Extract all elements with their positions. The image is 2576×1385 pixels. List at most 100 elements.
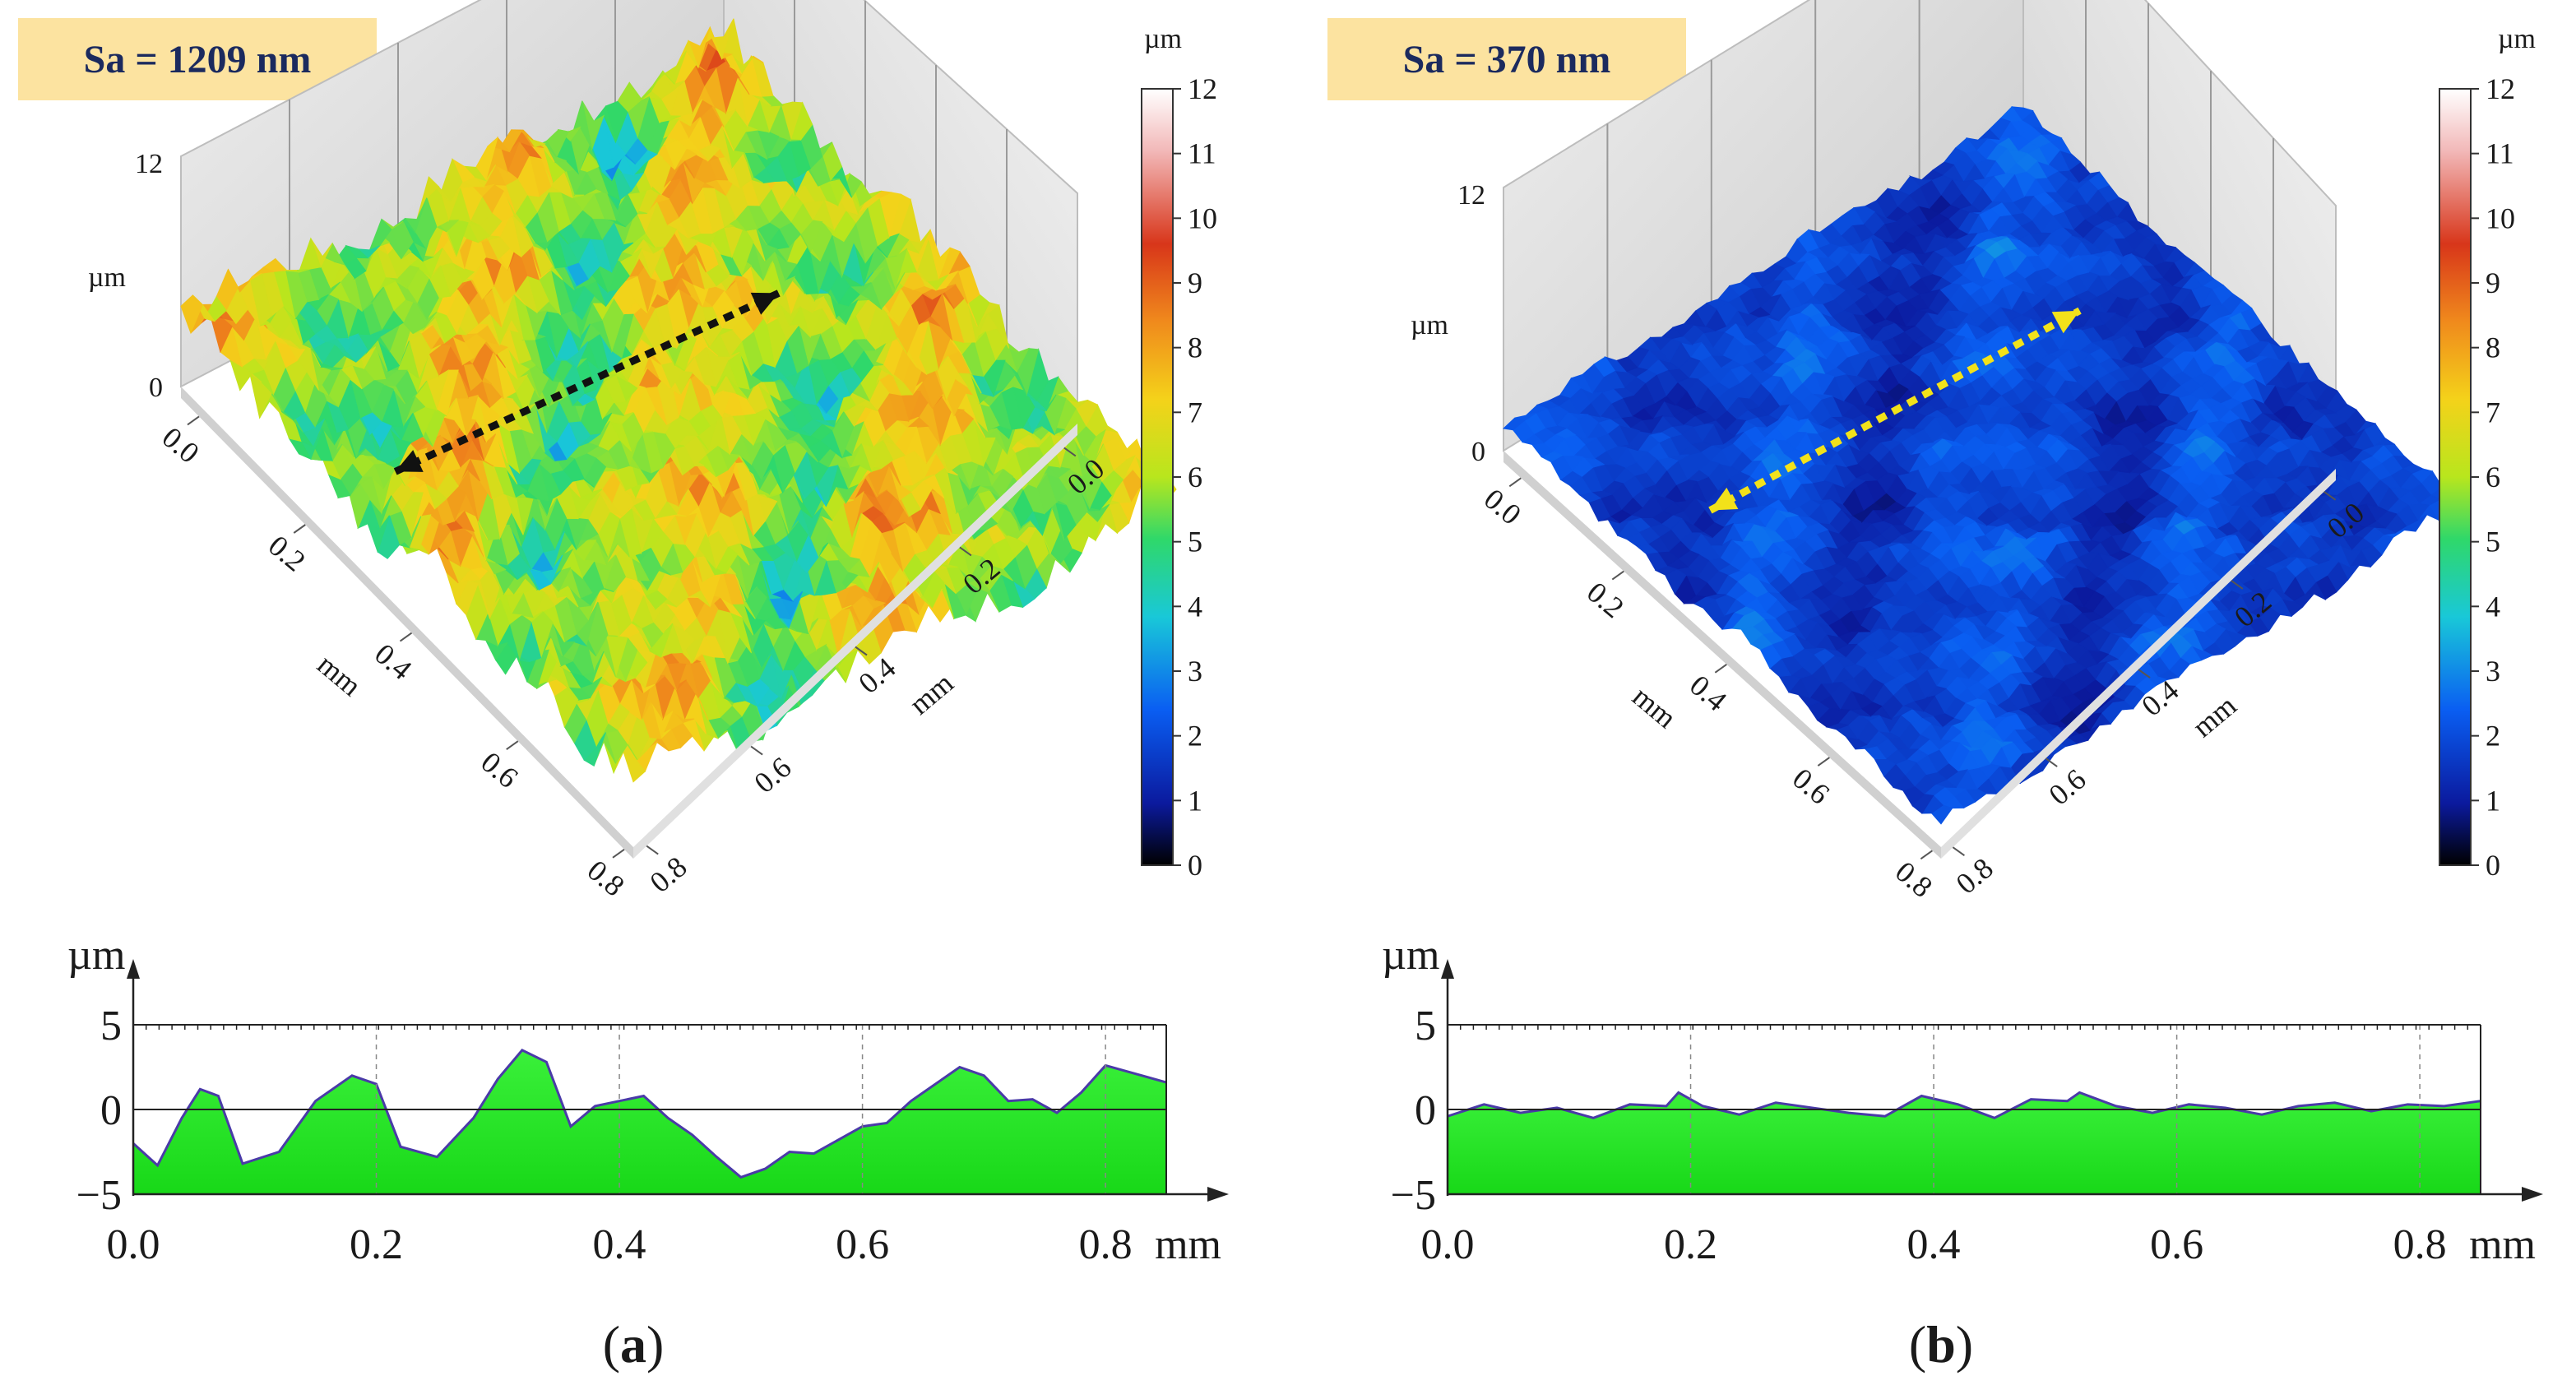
- left-axis-tick-label: 0.6: [1786, 762, 1836, 811]
- profile-y-tick-label: 5: [100, 1003, 122, 1049]
- right-axis-label: mm: [2186, 688, 2243, 743]
- z-axis-tick-12: 12: [1457, 180, 1485, 211]
- colorbar-tick-label: 4: [2486, 590, 2500, 623]
- colorbar-tick-label: 8: [2486, 331, 2500, 364]
- colorbar-tick-label: 6: [1188, 461, 1202, 493]
- left-axis-tick-label: 0.2: [262, 529, 312, 578]
- colorbar-tick-label: 0: [2486, 849, 2500, 882]
- profile-y-axis-label: µm: [67, 932, 125, 979]
- right-axis-tick: [646, 845, 659, 855]
- profile-x-axis-unit: mm: [2469, 1221, 2536, 1268]
- left-axis-tick: [1508, 477, 1522, 488]
- left-axis-tick: [1611, 570, 1624, 581]
- profile-x-tick-label: 0.2: [1664, 1221, 1717, 1268]
- colorbar-tick-label: 2: [2486, 720, 2500, 753]
- colorbar-tick-label: 7: [1188, 396, 1202, 428]
- z-axis-tick-12: 12: [135, 149, 163, 179]
- colorbar-tick-label: 7: [2486, 396, 2500, 428]
- colorbar-tick-label: 11: [2486, 137, 2514, 170]
- colorbar-tick-label: 1: [1188, 784, 1202, 817]
- right-axis-tick-label: 0.6: [2042, 762, 2092, 812]
- profile-x-tick-label: 0.4: [1907, 1221, 1961, 1268]
- profile-x-tick-label: 0.2: [350, 1221, 403, 1268]
- z-axis-tick-0: 0: [1471, 437, 1485, 467]
- colorbar-tick-label: 10: [1188, 201, 1217, 234]
- colorbar-tick-label: 3: [1188, 655, 1202, 688]
- left-axis-tick: [187, 415, 200, 426]
- profile-x-tick-label: 0.6: [836, 1221, 889, 1268]
- left-axis-tick: [1714, 664, 1727, 674]
- sa-badge-a-text: Sa = 1209 nm: [84, 38, 312, 81]
- y-axis-arrowhead: [1441, 959, 1454, 979]
- right-axis-tick-label: 0.8: [1950, 851, 1999, 901]
- z-axis-label: µm: [88, 262, 126, 293]
- colorbar-tick-label: 9: [2486, 266, 2500, 299]
- colorbar-a-bar: [1141, 88, 1174, 866]
- colorbar-a-unit: µm: [1144, 24, 1182, 54]
- sa-badge-b-text: Sa = 370 nm: [1403, 38, 1611, 81]
- colorbar-tick-label: 12: [1188, 72, 1217, 105]
- right-axis-label: mm: [903, 666, 960, 721]
- right-axis-tick: [1952, 846, 1965, 857]
- profile-y-axis-label: µm: [1382, 932, 1439, 979]
- colorbar-tick-label: 3: [2486, 655, 2500, 688]
- surface-mesh: [180, 18, 1177, 783]
- right-axis-tick-label: 0.8: [643, 850, 693, 900]
- colorbar-b-bar: [2439, 88, 2472, 866]
- z-axis-label: µm: [1411, 310, 1448, 340]
- left-axis-tick: [506, 740, 519, 751]
- colorbar-tick-label: 12: [2486, 72, 2515, 105]
- colorbar-tick-label: 8: [1188, 331, 1202, 364]
- left-axis-tick-label: 0.4: [368, 637, 418, 687]
- z-axis-tick-0: 0: [149, 373, 163, 403]
- profile-y-tick-label: −5: [76, 1172, 122, 1219]
- colorbar-tick-label: 4: [1188, 590, 1202, 623]
- colorbar-b-unit: µm: [2498, 24, 2536, 54]
- profile-y-tick-label: −5: [1391, 1172, 1436, 1219]
- profile-x-tick-label: 0.8: [1079, 1221, 1133, 1268]
- left-axis-tick-label: 0.4: [1684, 669, 1733, 718]
- profile-x-tick-label: 0.0: [107, 1221, 160, 1268]
- panel-label-a-letter: a: [620, 1315, 646, 1373]
- colorbar-tick-label: 5: [1188, 526, 1202, 558]
- left-axis-tick-label: 0.0: [156, 420, 206, 470]
- colorbar-tick-label: 0: [1188, 849, 1202, 882]
- left-axis-label: mm: [1626, 679, 1683, 734]
- left-axis-tick: [612, 848, 625, 859]
- panel-b: Sa = 370 nm 120µm0.00.20.40.60.8mm0.00.2…: [1327, 0, 2543, 1373]
- x-axis-arrowhead: [2522, 1187, 2543, 1202]
- profile-chart-a: 5 0 −5 µm 0.0 0.2 0.4 0.6 0.8 mm: [67, 932, 1229, 1268]
- panel-label-b: (b): [1909, 1315, 1973, 1373]
- y-axis-arrowhead: [127, 959, 140, 979]
- right-axis-tick-label: 0.4: [852, 651, 901, 701]
- colorbar-tick-label: 1: [2486, 784, 2500, 817]
- left-axis-tick-label: 0.2: [1581, 576, 1630, 625]
- right-axis-tick: [750, 745, 763, 756]
- left-axis-tick-label: 0.8: [1889, 855, 1939, 904]
- profile-y-tick-label: 0: [100, 1087, 122, 1134]
- left-axis-tick: [399, 632, 413, 642]
- right-axis-tick-label: 0.6: [748, 751, 797, 800]
- left-axis-tick: [1920, 850, 1933, 860]
- left-axis-tick: [293, 524, 306, 534]
- profile-x-tick-label: 0.8: [2393, 1221, 2447, 1268]
- left-axis-tick-label: 0.0: [1478, 482, 1527, 531]
- colorbar-tick-label: 9: [1188, 266, 1202, 299]
- colorbar-tick-label: 10: [2486, 201, 2515, 234]
- colorbar-tick-label: 11: [1188, 137, 1216, 170]
- panel-label-b-letter: b: [1926, 1315, 1956, 1373]
- profile-x-axis-unit: mm: [1155, 1221, 1221, 1268]
- profile-chart-b: 5 0 −5 µm 0.0 0.2 0.4 0.6 0.8 mm: [1382, 932, 2543, 1268]
- colorbar-tick-label: 6: [2486, 461, 2500, 493]
- left-axis-tick: [1817, 757, 1830, 767]
- left-axis-label: mm: [311, 647, 368, 702]
- profile-x-tick-label: 0.6: [2150, 1221, 2203, 1268]
- x-axis-arrowhead: [1207, 1187, 1229, 1202]
